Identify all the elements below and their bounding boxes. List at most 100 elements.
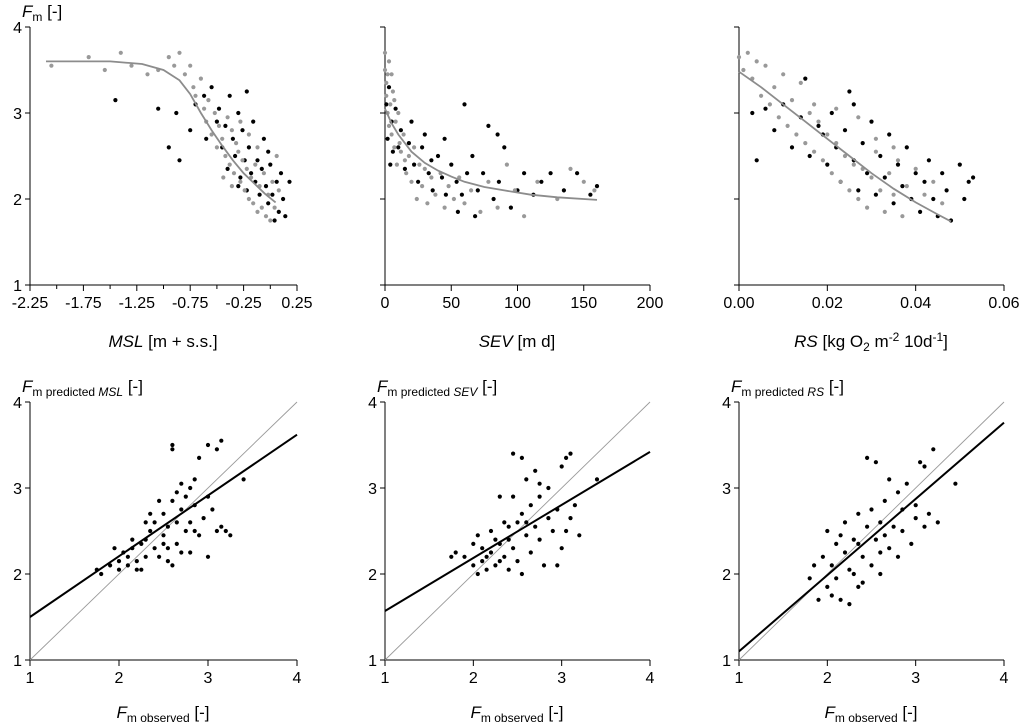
data-point: [904, 184, 909, 189]
x-tick-label: -2.25: [12, 295, 49, 312]
data-point: [882, 498, 887, 503]
data-point: [838, 179, 843, 184]
data-point: [409, 179, 414, 184]
data-point: [506, 537, 511, 542]
data-point: [550, 528, 555, 534]
data-point: [767, 102, 773, 107]
data-point: [116, 559, 122, 564]
data-point: [161, 533, 166, 538]
data-point: [504, 162, 509, 167]
data-point: [577, 533, 582, 538]
data-point: [130, 546, 135, 551]
data-point: [192, 503, 197, 508]
data-point: [510, 451, 516, 456]
data-point: [179, 481, 184, 486]
data-point: [198, 76, 203, 81]
data-point: [172, 63, 177, 68]
data-point: [944, 188, 949, 193]
data-point: [887, 171, 892, 176]
data-point: [177, 158, 182, 163]
data-point: [803, 141, 808, 146]
data-point: [519, 455, 525, 460]
data-point: [429, 175, 434, 180]
data-point: [900, 214, 905, 219]
data-point: [202, 106, 207, 111]
data-point: [420, 184, 425, 189]
data-point: [829, 171, 834, 176]
data-point: [229, 184, 234, 189]
data-point: [228, 533, 233, 538]
data-point: [869, 119, 874, 124]
data-point: [594, 477, 600, 482]
x-tick-label: 200: [637, 295, 664, 312]
data-point: [148, 528, 153, 534]
data-point: [451, 196, 456, 202]
data-point: [878, 571, 883, 577]
data-point: [935, 520, 940, 525]
data-point: [506, 567, 511, 572]
data-point: [454, 179, 459, 184]
data-point: [546, 485, 551, 491]
data-point: [789, 145, 795, 150]
data-point: [510, 494, 516, 499]
data-point: [393, 119, 398, 124]
data-point: [776, 115, 781, 120]
data-point: [741, 67, 746, 73]
x-tick-label: 2: [823, 670, 832, 687]
data-point: [170, 447, 175, 452]
y-tick-label: 3: [368, 481, 377, 498]
data-point: [891, 192, 896, 197]
y-tick-label: 1: [13, 653, 22, 670]
data-point: [537, 494, 542, 499]
data-point: [847, 188, 852, 193]
x-tick-label: 0.06: [988, 295, 1019, 312]
fit-curve: [46, 60, 277, 204]
data-point: [524, 477, 529, 482]
data-point: [807, 576, 812, 581]
data-point: [528, 503, 533, 508]
data-point: [856, 541, 861, 547]
data-point: [398, 128, 403, 133]
data-point: [422, 132, 427, 137]
data-point: [272, 218, 277, 223]
data-point: [537, 481, 542, 486]
data-point: [887, 546, 892, 551]
data-point: [502, 145, 507, 150]
data-point: [594, 184, 600, 189]
series-black: [449, 451, 600, 577]
data-point: [174, 110, 179, 116]
data-point: [240, 128, 245, 133]
data-point: [860, 580, 865, 585]
data-point: [528, 550, 533, 555]
data-point: [205, 442, 211, 448]
data-point: [166, 55, 171, 60]
y-tick-label: 2: [368, 567, 377, 584]
data-point: [227, 93, 232, 98]
data-point: [515, 559, 520, 564]
data-point: [564, 455, 569, 460]
data-point: [165, 546, 170, 551]
data-point: [555, 563, 560, 568]
y-axis-label: Fm predicted SEV [-]: [377, 377, 497, 399]
data-point: [475, 533, 480, 538]
x-tick-label: 0.25: [281, 295, 312, 312]
data-point: [263, 214, 269, 219]
data-point: [442, 136, 447, 141]
data-point: [202, 93, 207, 98]
data-point: [519, 571, 525, 577]
x-axis-label: Fm observed [-]: [825, 703, 918, 725]
data-point: [263, 184, 269, 189]
data-point: [231, 171, 237, 176]
x-tick-label: 100: [504, 295, 531, 312]
data-point: [214, 447, 219, 452]
data-point: [865, 171, 870, 176]
data-point: [842, 153, 848, 159]
data-point: [891, 524, 896, 529]
data-point: [834, 106, 839, 111]
data-point: [230, 136, 235, 141]
data-point: [274, 153, 279, 159]
data-point: [274, 179, 279, 184]
panel-sev: 0 50 100 150 200 SEV [m d]: [380, 26, 664, 351]
data-point: [382, 50, 388, 55]
